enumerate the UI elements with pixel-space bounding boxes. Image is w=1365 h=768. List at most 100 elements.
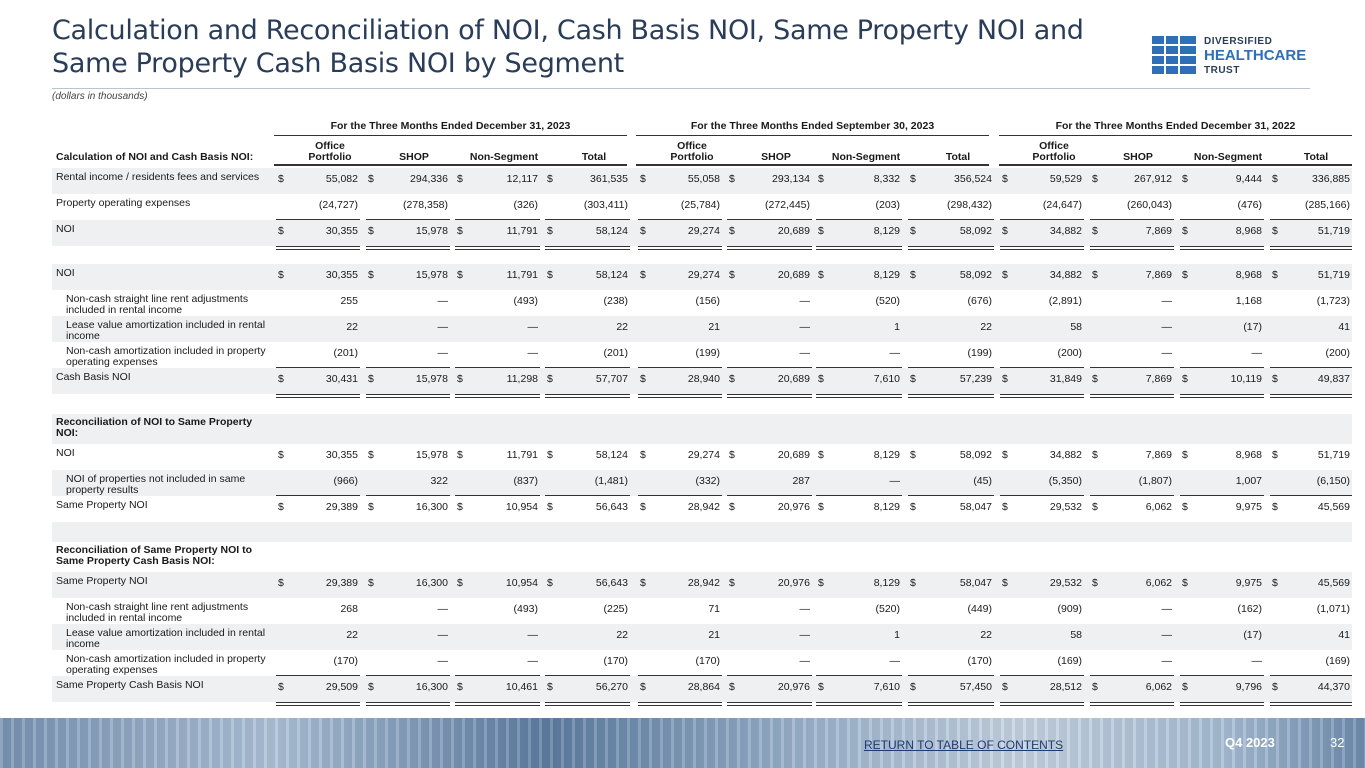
header-rule — [274, 164, 627, 166]
table-cell: (17) — [1243, 321, 1262, 333]
table-cell: 15,978 — [415, 373, 448, 385]
currency-symbol: $ — [1182, 681, 1188, 693]
table-cell: — — [527, 347, 539, 359]
subtotal-rule — [1180, 675, 1264, 676]
currency-symbol: $ — [547, 577, 553, 589]
total-double-rule — [727, 246, 812, 250]
currency-symbol: $ — [640, 681, 646, 693]
return-to-toc-link[interactable]: RETURN TO TABLE OF CONTENTS — [864, 738, 1064, 752]
table-cell: 34,882 — [1049, 269, 1082, 281]
currency-symbol: $ — [1272, 681, 1278, 693]
table-cell: (201) — [603, 347, 628, 359]
column-header: SHOP — [399, 151, 429, 163]
currency-symbol: $ — [368, 173, 374, 185]
table-cell: — — [527, 655, 539, 667]
table-cell: 58,047 — [959, 501, 992, 513]
currency-symbol: $ — [547, 269, 553, 281]
currency-symbol: $ — [1182, 577, 1188, 589]
table-cell: (25,784) — [680, 199, 720, 211]
table-cell: 55,058 — [687, 173, 720, 185]
table-cell: 56,270 — [595, 681, 628, 693]
subtotal-rule — [1270, 367, 1352, 368]
table-cell: 58,124 — [595, 225, 628, 237]
spacer-row — [52, 246, 1352, 264]
currency-symbol: $ — [910, 173, 916, 185]
currency-symbol: $ — [1182, 225, 1188, 237]
subtotal-rule — [638, 367, 722, 368]
table-cell: (909) — [1057, 603, 1082, 615]
table-cell: (837) — [513, 475, 538, 487]
subtotal-rule — [455, 367, 540, 368]
row-label: Non-cash straight line rent adjustments … — [66, 293, 249, 316]
table-cell: — — [437, 603, 449, 615]
subtotal-rule — [1000, 367, 1084, 368]
table-cell: 11,791 — [506, 449, 538, 461]
table-cell: 29,389 — [325, 501, 358, 513]
table-cell: 16,300 — [415, 681, 448, 693]
table-cell: 41 — [1338, 629, 1350, 641]
table-cell: 45,569 — [1317, 501, 1350, 513]
total-double-rule — [908, 394, 994, 398]
table-cell: 22 — [980, 629, 992, 641]
total-double-rule — [816, 394, 902, 398]
currency-symbol: $ — [1092, 577, 1098, 589]
total-double-rule — [908, 702, 994, 706]
currency-symbol: $ — [1182, 449, 1188, 461]
currency-symbol: $ — [1182, 501, 1188, 513]
currency-symbol: $ — [1002, 269, 1008, 281]
currency-symbol: $ — [729, 449, 735, 461]
table-cell: 8,332 — [873, 173, 900, 185]
table-cell: 10,119 — [1230, 373, 1262, 385]
table-cell: 29,532 — [1049, 501, 1082, 513]
table-cell: 16,300 — [415, 577, 448, 589]
column-header: Total — [945, 151, 971, 163]
table-cell: 44,370 — [1317, 681, 1350, 693]
column-header: Office Portfolio — [308, 140, 352, 163]
column-header: Non-Segment — [469, 151, 539, 163]
currency-symbol: $ — [1002, 681, 1008, 693]
row-header-label: Calculation of NOI and Cash Basis NOI: — [56, 151, 254, 163]
subtotal-rule — [545, 675, 630, 676]
table-cell: (520) — [875, 295, 900, 307]
currency-symbol: $ — [368, 225, 374, 237]
table-cell: 7,869 — [1145, 225, 1172, 237]
table-cell: (45) — [973, 475, 992, 487]
total-double-rule — [638, 394, 722, 398]
table-cell: (199) — [695, 347, 720, 359]
table-cell: 51,719 — [1317, 269, 1350, 281]
table-cell: 58,092 — [959, 269, 992, 281]
table-cell: 30,355 — [325, 225, 358, 237]
table-cell: 20,976 — [777, 577, 810, 589]
row-label: Property operating expenses — [56, 197, 191, 209]
currency-symbol: $ — [729, 225, 735, 237]
table-cell: 22 — [980, 321, 992, 333]
table-cell: (449) — [967, 603, 992, 615]
column-header: SHOP — [1123, 151, 1153, 163]
currency-symbol: $ — [729, 577, 735, 589]
table-cell: 29,532 — [1049, 577, 1082, 589]
table-cell: 293,134 — [772, 173, 810, 185]
logo-line-2: HEALTHCARE — [1204, 47, 1307, 64]
currency-symbol: $ — [457, 225, 463, 237]
logo-mark-icon — [1152, 36, 1198, 76]
table-cell: 15,978 — [415, 269, 448, 281]
currency-symbol: $ — [818, 501, 824, 513]
currency-symbol: $ — [278, 449, 284, 461]
table-cell: (170) — [333, 655, 358, 667]
table-row: NOI of properties not included in same p… — [52, 470, 1352, 496]
table-row: NOI $30,355 $15,978 $11,791 $58,124 $29,274 $2… — [52, 264, 1352, 290]
table-cell: 9,975 — [1235, 577, 1262, 589]
table-cell: 8,968 — [1235, 225, 1262, 237]
currency-symbol: $ — [818, 449, 824, 461]
table-cell: 56,643 — [595, 577, 628, 589]
subtotal-rule — [276, 675, 360, 676]
subtotal-rule — [727, 367, 812, 368]
total-double-rule — [276, 394, 360, 398]
table-cell: — — [799, 347, 811, 359]
table-row: NOI $30,355 $15,978 $11,791 $58,124 $29,274 $2… — [52, 220, 1352, 246]
currency-symbol: $ — [640, 373, 646, 385]
currency-symbol: $ — [1092, 501, 1098, 513]
section-header-row: Reconciliation of NOI to Same Property N… — [52, 414, 1352, 444]
row-label: Same Property NOI — [56, 499, 148, 511]
row-label: Non-cash amortization included in proper… — [66, 653, 266, 676]
